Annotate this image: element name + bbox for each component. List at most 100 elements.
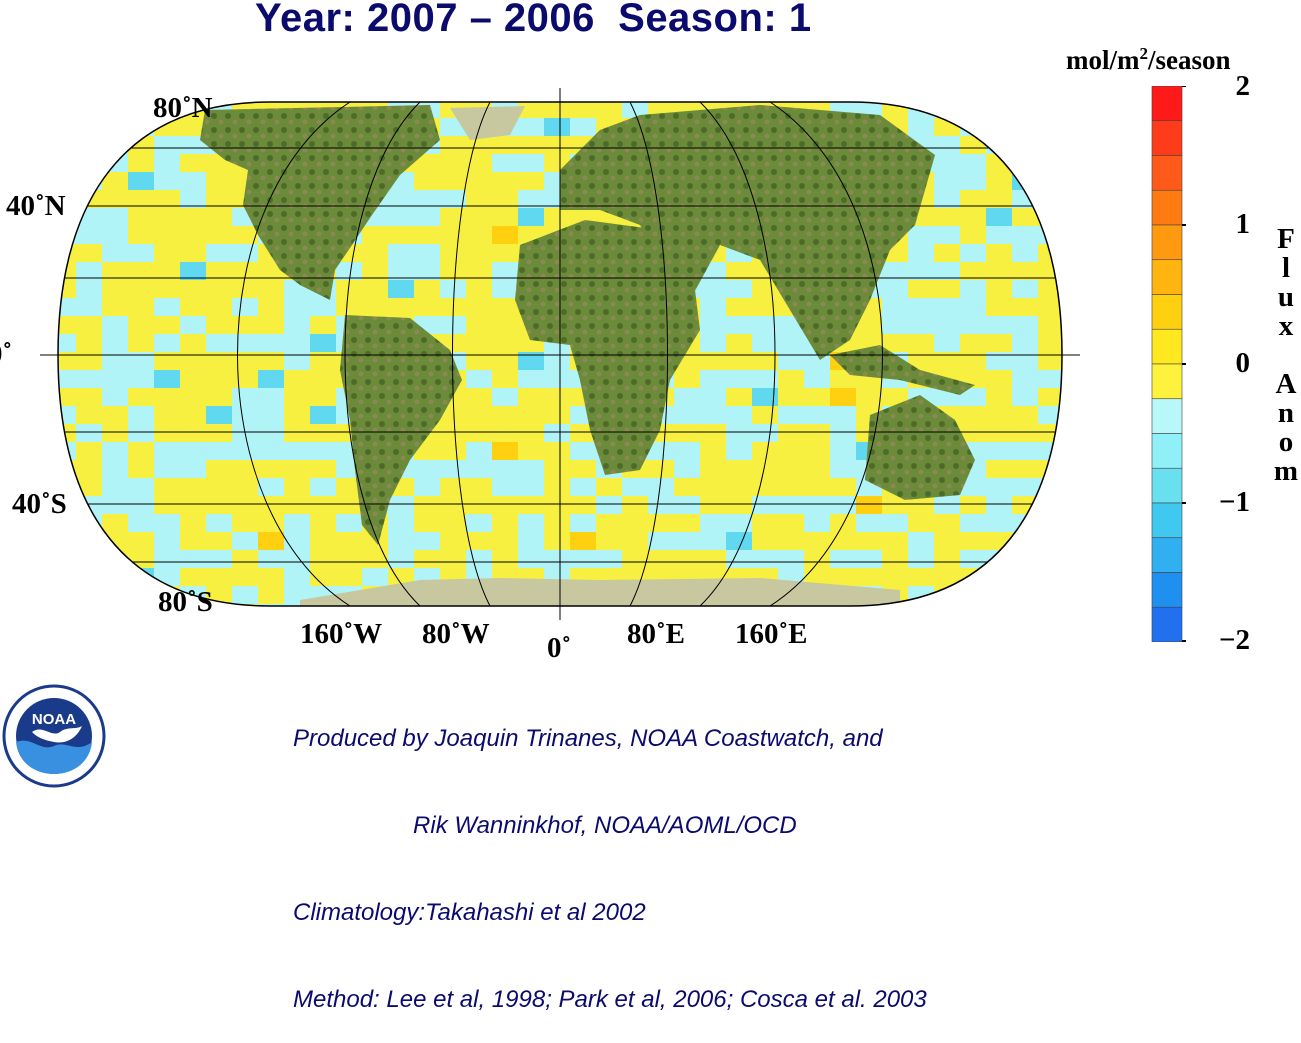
ocean-cell <box>440 190 466 208</box>
colorbar-segment <box>1151 363 1183 400</box>
ocean-cell <box>1064 280 1090 298</box>
lon-label-80e: 80˚E <box>627 618 685 650</box>
ocean-cell <box>284 550 310 568</box>
ocean-cell <box>700 370 726 388</box>
ocean-cell <box>284 298 310 316</box>
ocean-cell <box>102 244 128 262</box>
ocean-cell <box>1038 568 1062 586</box>
world-map <box>40 88 1090 620</box>
ocean-cell <box>180 172 206 190</box>
ocean-cell <box>700 334 726 352</box>
ocean-cell <box>986 550 1012 568</box>
eurasia <box>560 105 935 360</box>
ocean-cell <box>986 102 1012 118</box>
ocean-cell <box>180 550 206 568</box>
ocean-cell <box>1038 514 1062 532</box>
ocean-cell <box>622 478 648 496</box>
ocean-cell <box>752 550 778 568</box>
ocean-cell <box>154 550 180 568</box>
colorbar-segment <box>1151 189 1183 226</box>
ocean-cell <box>440 460 466 478</box>
ocean-cell <box>102 370 128 388</box>
lat-label-80n: 80˚N <box>153 92 213 124</box>
ocean-cell <box>934 226 960 244</box>
ocean-cell <box>778 352 804 370</box>
ocean-cell <box>154 370 180 388</box>
ocean-cell <box>258 550 284 568</box>
colorbar-segment <box>1151 294 1183 330</box>
credit-line-4: Method: Lee et al, 1998; Park et al, 200… <box>293 986 927 1013</box>
ocean-cell <box>232 586 258 604</box>
ocean-cell <box>128 478 154 496</box>
ocean-cell <box>960 478 986 496</box>
ocean-cell <box>882 316 908 334</box>
ocean-cell <box>960 316 986 334</box>
lat-label-80s: 80˚S <box>158 586 213 618</box>
ocean-cell <box>908 118 934 136</box>
colorbar-title-space <box>1271 341 1301 370</box>
ocean-cell <box>960 298 986 316</box>
ocean-cell <box>648 442 674 460</box>
ocean-cell <box>934 262 960 280</box>
ocean-cell <box>284 532 310 550</box>
ocean-cell <box>830 388 856 406</box>
ocean-cell <box>232 442 258 460</box>
ocean-cell <box>1038 550 1062 568</box>
ocean-cell <box>518 118 544 136</box>
ocean-cell <box>466 514 492 532</box>
colorbar-title-letter: m <box>1273 455 1299 487</box>
ocean-cell <box>102 586 128 604</box>
ocean-cell <box>544 118 570 136</box>
ocean-cell <box>778 496 804 514</box>
ocean-cell <box>1064 406 1090 424</box>
ocean-cell <box>1012 442 1038 460</box>
ocean-cell <box>284 334 310 352</box>
lon-label-160e: 160˚E <box>735 618 808 650</box>
ocean-cell <box>1012 370 1038 388</box>
ocean-cell <box>908 550 934 568</box>
ocean-cell <box>518 208 544 226</box>
australia <box>865 395 975 500</box>
africa <box>515 220 700 475</box>
ocean-cell <box>986 352 1012 370</box>
ocean-cell <box>492 280 518 298</box>
colorbar-title-letter: o <box>1278 426 1294 458</box>
ocean-cell <box>986 316 1012 334</box>
ocean-cell <box>674 496 700 514</box>
antarctica <box>300 578 900 606</box>
ocean-cell <box>960 118 986 136</box>
indonesia <box>830 345 975 395</box>
ocean-cell <box>206 244 232 262</box>
ocean-cell <box>518 352 544 370</box>
ocean-cell <box>518 478 544 496</box>
units-exponent: 2 <box>1139 44 1149 63</box>
colorbar <box>1151 86 1186 642</box>
ocean-cell <box>232 298 258 316</box>
ocean-cell <box>102 496 128 514</box>
ocean-cell <box>804 514 830 532</box>
ocean-cell <box>206 442 232 460</box>
ocean-cell <box>856 550 882 568</box>
ocean-cell <box>934 102 960 118</box>
ocean-cell <box>76 370 102 388</box>
ocean-cell <box>128 370 154 388</box>
ocean-cell <box>830 424 856 442</box>
ocean-cell <box>934 172 960 190</box>
ocean-cell <box>58 102 76 118</box>
ocean-cell <box>258 478 284 496</box>
ocean-cell <box>596 550 622 568</box>
ocean-cell <box>388 496 414 514</box>
ocean-cell <box>700 514 726 532</box>
ocean-cell <box>934 154 960 172</box>
ocean-cell <box>388 532 414 550</box>
ocean-cell <box>986 208 1012 226</box>
ocean-cell <box>154 136 180 154</box>
ocean-cell <box>466 550 492 568</box>
colorbar-segment <box>1151 398 1183 434</box>
ocean-cell <box>1012 226 1038 244</box>
ocean-cell <box>180 136 206 154</box>
ocean-cell <box>830 442 856 460</box>
ocean-cell <box>440 280 466 298</box>
ocean-cell <box>518 514 544 532</box>
ocean-cell <box>232 388 258 406</box>
